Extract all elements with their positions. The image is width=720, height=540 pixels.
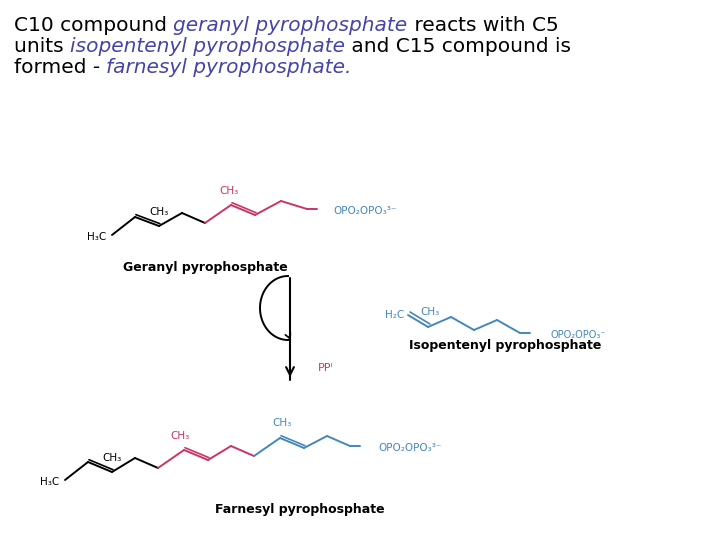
Text: and C15 compound is: and C15 compound is <box>345 37 571 56</box>
Text: geranyl pyrophosphate: geranyl pyrophosphate <box>174 16 408 35</box>
Text: formed -: formed - <box>14 58 107 77</box>
Text: OPO₂OPO₃⁻: OPO₂OPO₃⁻ <box>550 330 606 340</box>
Text: units: units <box>14 37 70 56</box>
Text: PPᴵ: PPᴵ <box>318 363 333 373</box>
Text: H₃C: H₃C <box>40 477 59 487</box>
Text: isopentenyl pyrophosphate: isopentenyl pyrophosphate <box>70 37 345 56</box>
Text: CH₃: CH₃ <box>420 307 440 317</box>
Text: C10 compound: C10 compound <box>14 16 174 35</box>
Text: CH₃: CH₃ <box>171 431 189 441</box>
Text: H₂C: H₂C <box>384 310 404 320</box>
Text: Farnesyl pyrophosphate: Farnesyl pyrophosphate <box>215 503 384 516</box>
Text: OPO₂OPO₃³⁻: OPO₂OPO₃³⁻ <box>333 206 397 216</box>
Text: CH₃: CH₃ <box>149 207 168 217</box>
Text: Geranyl pyrophosphate: Geranyl pyrophosphate <box>122 261 287 274</box>
Text: Isopentenyl pyrophosphate: Isopentenyl pyrophosphate <box>409 339 601 352</box>
Text: H₃C: H₃C <box>86 232 106 242</box>
Text: farnesyl pyrophosphate.: farnesyl pyrophosphate. <box>107 58 352 77</box>
Text: reacts with C5: reacts with C5 <box>408 16 558 35</box>
Text: CH₃: CH₃ <box>272 418 292 428</box>
Text: CH₃: CH₃ <box>220 186 238 196</box>
Text: CH₃: CH₃ <box>102 453 122 463</box>
Text: OPO₂OPO₃³⁻: OPO₂OPO₃³⁻ <box>378 443 441 453</box>
